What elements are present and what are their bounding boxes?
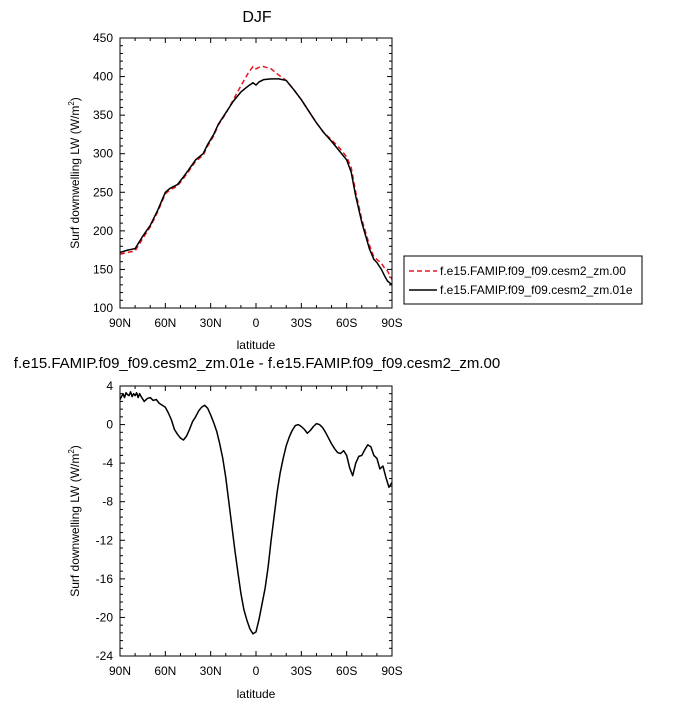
bottom-x-tick-label: 60N [154,664,176,678]
legend-label-series-1: f.e15.FAMIP.f09_f09.cesm2_zm.00 [440,264,626,278]
bottom-y-tick-label: -12 [96,533,114,547]
top-y-tick-label: 100 [93,301,113,315]
bottom-x-tick-label: 0 [253,664,260,678]
bottom-ticks [119,385,393,657]
bottom-x-tick-label: 30N [200,664,222,678]
bottom-chart-title: f.e15.FAMIP.f09_f09.cesm2_zm.01e - f.e15… [14,355,500,372]
bottom-y-tick-label: 4 [106,379,113,393]
legend-box [403,255,643,305]
bottom-x-tick-label: 60S [336,664,357,678]
top-y-axis-label: Surf downwelling LW (W/m2) [67,97,82,249]
top-plot-frame [119,37,393,309]
top-x-tick-label: 30N [200,316,222,330]
legend: f.e15.FAMIP.f09_f09.cesm2_zm.00 f.e15.FA… [403,255,643,305]
bottom-series-line-1 [119,391,393,635]
top-y-tick-label: 250 [93,185,113,199]
top-tick-labels: 90N 60N 30N 0 30S 60S 90S 100 150 200 250 300 350 400… [93,31,403,330]
top-y-tick-label: 300 [93,147,113,161]
top-x-tick-label: 60S [336,316,357,330]
bottom-x-tick-label: 30S [291,664,312,678]
bottom-y-axis-label: Surf downwelling LW (W/m2) [67,445,82,597]
legend-label-series-2: f.e15.FAMIP.f09_f09.cesm2_zm.01e [440,283,633,297]
bottom-y-tick-label: 0 [106,418,113,432]
top-y-tick-label: 200 [93,224,113,238]
bottom-plot-frame [119,385,393,657]
bottom-y-tick-label: -24 [96,649,114,663]
bottom-y-tick-label: -16 [96,572,114,586]
bottom-tick-labels: 90N 60N 30N 0 30S 60S 90S 4 0 -4 -8 -12 -16 -20 -24 [96,379,403,678]
top-x-axis-label: latitude [237,338,276,352]
top-series [119,65,393,286]
top-x-tick-label: 30S [291,316,312,330]
top-chart-title: DJF [242,9,272,26]
top-x-tick-label: 60N [154,316,176,330]
bottom-x-tick-label: 90S [381,664,402,678]
bottom-x-axis-label: latitude [237,687,276,701]
top-x-tick-label: 90S [381,316,402,330]
bottom-y-tick-label: -20 [96,610,114,624]
bottom-y-tick-label: -8 [102,495,113,509]
bottom-series [119,391,393,635]
top-y-tick-label: 350 [93,108,113,122]
top-series-line-2 [119,78,393,286]
top-panel: DJF 90N 60N 30N 0 30S 60S 90S 100 150 200 250 300 35… [67,9,643,352]
top-y-tick-label: 400 [93,70,113,84]
top-y-tick-label: 150 [93,262,113,276]
top-x-tick-label: 90N [109,316,131,330]
bottom-x-tick-label: 90N [109,664,131,678]
bottom-panel: f.e15.FAMIP.f09_f09.cesm2_zm.01e - f.e15… [14,355,500,701]
top-x-tick-label: 0 [253,316,260,330]
bottom-y-tick-label: -4 [102,456,113,470]
top-y-tick-label: 450 [93,31,113,45]
